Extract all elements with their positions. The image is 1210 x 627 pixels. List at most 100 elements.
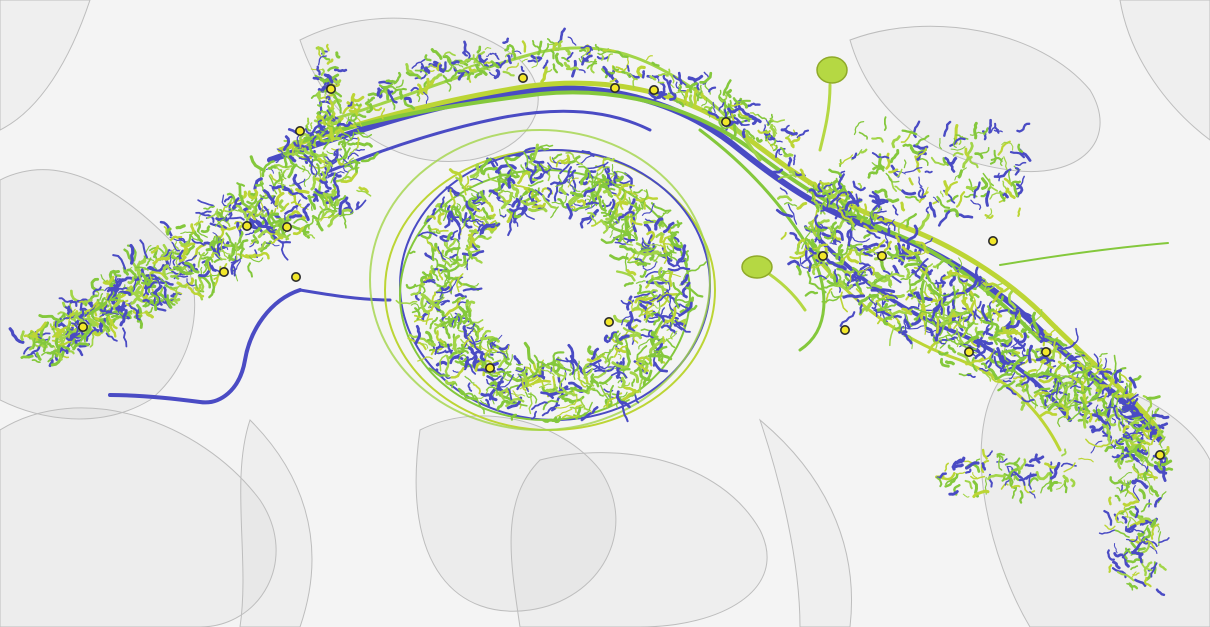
left-arbor-neurite (327, 212, 344, 228)
left-arbor-neurite (254, 251, 270, 260)
left-arbor-neurite (245, 230, 255, 236)
right-arbor-neurite (1004, 457, 1021, 466)
left-arbor-neurite (90, 277, 100, 292)
right-arbor-neurite (1134, 578, 1147, 587)
right-arbor-neurite (980, 362, 988, 369)
right-arbor-neurite (1141, 446, 1150, 467)
right-arbor-neurite (989, 192, 1004, 200)
right-arbor-neurite (889, 148, 900, 164)
right-arbor-neurite (964, 468, 972, 474)
right-arbor-neurite (836, 197, 842, 217)
tract-neurite (378, 80, 393, 85)
left-arbor-neurite (333, 79, 342, 85)
right-arbor-neurite (1007, 290, 1017, 309)
tract-neurite (502, 37, 509, 44)
tract-neurite (672, 97, 685, 108)
right-arbor-neurite (1019, 490, 1024, 504)
left-arbor-neurite (225, 216, 245, 222)
right-arbor-neurite (919, 186, 925, 199)
right-arbor-neurite (1068, 355, 1078, 373)
ring-neurite (458, 301, 466, 306)
tract-neurite (420, 62, 429, 73)
left-arbor-neurite (323, 199, 328, 209)
tract-neurite (504, 44, 510, 52)
right-arbor-neurite (923, 291, 937, 302)
ring-neurite (639, 245, 657, 253)
tract-neurite (506, 62, 519, 71)
left-arbor-neurite (213, 258, 223, 263)
right-arbor-neurite (891, 135, 901, 149)
right-arbor-neurite (789, 252, 807, 260)
ring-neurite (576, 199, 587, 207)
ring-neurite (672, 245, 682, 251)
right-arbor-neurite (990, 333, 1002, 346)
right-arbor-neurite (795, 244, 800, 256)
right-arbor-neurite (1043, 329, 1053, 337)
right-arbor-neurite (1040, 399, 1058, 408)
left-arbor-neurite (149, 300, 158, 312)
right-arbor-neurite (1063, 462, 1076, 473)
right-arbor-neurite (806, 271, 812, 283)
tract-neurite (667, 79, 676, 97)
ring-neurite (617, 353, 622, 360)
left-arbor-neurite (274, 191, 285, 206)
left-arbor-neurite (20, 330, 25, 341)
left-arbor-neurite (215, 225, 225, 239)
ring-neurite (640, 328, 655, 335)
left-arbor-neurite (340, 171, 358, 184)
ring-neurite (571, 173, 577, 197)
right-arbor-neurite (937, 210, 951, 227)
ring-neurite (479, 400, 488, 406)
right-arbor-neurite (1118, 367, 1127, 383)
tract-neurite (755, 137, 763, 143)
right-arbor-neurite (1101, 387, 1108, 395)
ring-neurite (555, 403, 576, 409)
right-arbor-neurite (915, 147, 927, 159)
tract-neurite (329, 120, 338, 126)
left-arbor-neurite (353, 149, 365, 152)
ring-neurite (427, 341, 436, 347)
right-arbor-neurite (1138, 555, 1143, 564)
right-arbor-neurite (940, 190, 944, 198)
right-arbor-neurite (1101, 423, 1112, 445)
right-arbor-neurite (1113, 404, 1121, 421)
right-arbor-neurite (928, 201, 937, 218)
right-arbor-neurite (1114, 494, 1121, 502)
right-arbor-neurite (1039, 393, 1051, 400)
left-arbor-neurite (65, 333, 73, 355)
right-arbor-neurite (840, 217, 856, 231)
right-arbor-neurite (808, 188, 824, 198)
right-arbor-neurite (1106, 549, 1115, 561)
right-arbor-neurite (1124, 524, 1137, 532)
right-arbor-neurite (1085, 438, 1103, 448)
right-arbor-neurite (1020, 401, 1026, 411)
left-arbor-neurite (159, 220, 173, 237)
right-arbor-neurite (814, 202, 822, 205)
right-arbor-neurite (1029, 491, 1036, 499)
right-arbor-neurite (1104, 445, 1113, 453)
left-arbor-neurite (230, 257, 241, 272)
ring-neurite (497, 358, 506, 369)
right-arbor-neurite (1158, 537, 1170, 544)
right-arbor-neurite (1128, 376, 1137, 389)
tract-neurite (602, 65, 612, 78)
tract-neurite (636, 65, 646, 78)
ring-neurite (656, 293, 672, 303)
right-arbor-neurite (843, 279, 848, 289)
ring-neurite (444, 313, 454, 330)
left-arbor-neurite (66, 349, 75, 355)
right-arbor-neurite (1151, 422, 1169, 433)
soma-neurite (818, 83, 832, 152)
ring-neurite (410, 303, 420, 310)
synapse-marker (603, 316, 614, 327)
right-arbor-neurite (1019, 374, 1030, 387)
left-arbor-neurite (266, 230, 284, 239)
right-arbor-neurite (1117, 472, 1133, 482)
tract-neurite (762, 124, 766, 132)
tract-neurite (772, 144, 778, 152)
right-arbor-neurite (971, 357, 978, 372)
left-arbor-neurite (268, 175, 278, 195)
ring-neurite (505, 397, 525, 408)
ring-neurite (515, 363, 523, 366)
tract-neurite (378, 83, 394, 89)
